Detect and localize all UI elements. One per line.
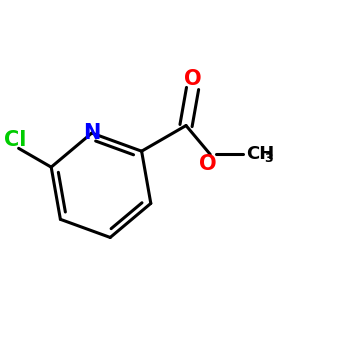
Text: N: N [83,123,100,143]
Text: Cl: Cl [4,130,26,150]
Text: CH: CH [246,145,274,163]
Text: 3: 3 [264,152,273,165]
Text: O: O [184,69,201,89]
Text: O: O [199,154,216,174]
